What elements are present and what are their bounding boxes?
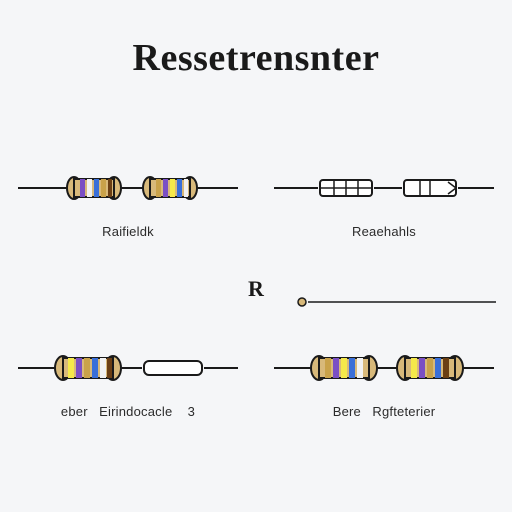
symbol-tr — [274, 158, 494, 218]
caption-tr: Reaehahls — [352, 224, 416, 239]
quad-top-left: Raifieldk — [0, 158, 256, 239]
schematic-resistor-icon — [314, 168, 378, 208]
symbol-bl — [18, 338, 238, 398]
resistor-icon — [396, 348, 464, 388]
caption-br: Bere Rgfteterier — [333, 404, 436, 419]
caption-bl-a: eber — [61, 404, 88, 419]
diagram-canvas: Ressetrensnter — [0, 0, 512, 512]
resistor-icon — [54, 348, 122, 388]
resistor-icon — [142, 168, 198, 208]
symbol-tl — [18, 158, 238, 218]
quad-bottom-right: Bere Rgfteterier — [256, 338, 512, 419]
schematic-resistor-icon — [138, 348, 208, 388]
row-2: eber Eirindocacle 3 — [0, 338, 512, 419]
caption-br-b: Rgfteterier — [372, 404, 435, 419]
caption-bl: eber Eirindocacle 3 — [61, 404, 195, 419]
quad-top-right: Reaehahls — [256, 158, 512, 239]
schematic-resistor-icon — [398, 168, 462, 208]
caption-br-a: Bere — [333, 404, 361, 419]
caption-bl-c: 3 — [188, 404, 195, 419]
row-1: Raifieldk — [0, 158, 512, 239]
quad-bottom-left: eber Eirindocacle 3 — [0, 338, 256, 419]
diagram-title: Ressetrensnter — [0, 36, 512, 80]
node-wire-icon — [296, 296, 496, 308]
caption-tl: Raifieldk — [102, 224, 154, 239]
symbol-br — [274, 338, 494, 398]
resistor-icon — [310, 348, 378, 388]
caption-bl-b: Eirindocacle — [99, 404, 172, 419]
resistor-icon — [66, 168, 122, 208]
